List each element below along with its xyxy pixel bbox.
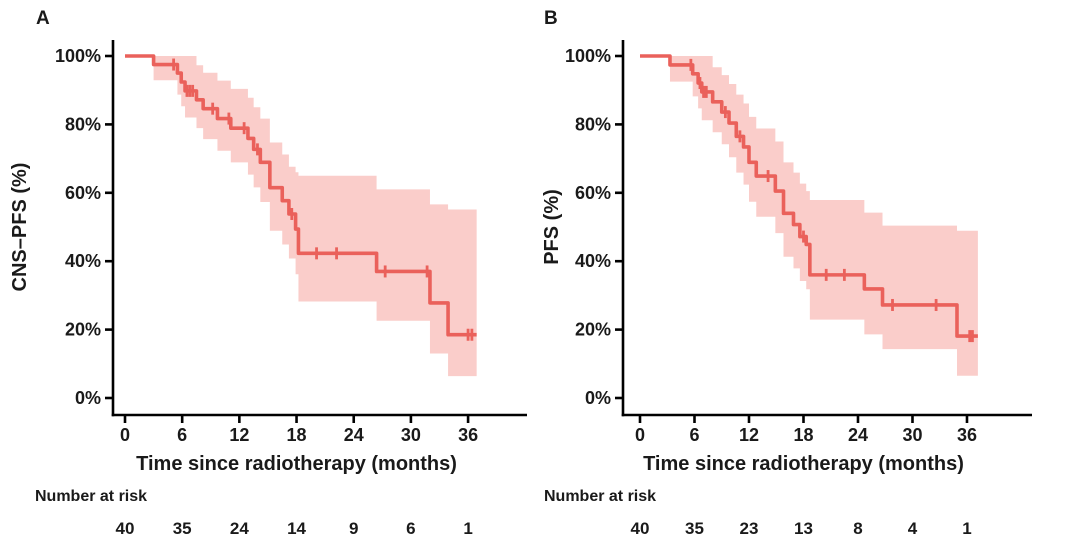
risk-table-label: Number at risk	[544, 488, 656, 505]
censor-marks	[689, 58, 974, 343]
y-tick-label: 40%	[65, 251, 101, 271]
risk-count: 23	[740, 519, 759, 538]
censor-marks	[172, 58, 474, 341]
x-tick-label: 36	[458, 425, 478, 445]
panel-label: A	[36, 8, 50, 29]
risk-count: 8	[853, 519, 862, 538]
x-tick-label: 12	[229, 425, 249, 445]
x-tick-label: 24	[344, 425, 364, 445]
risk-count: 1	[463, 519, 472, 538]
x-tick-label: 0	[635, 425, 645, 445]
risk-count: 4	[908, 519, 918, 538]
risk-count: 40	[631, 519, 650, 538]
risk-count: 14	[287, 519, 306, 538]
risk-count: 6	[406, 519, 415, 538]
y-axis-title: CNS–PFS (%)	[9, 163, 31, 292]
x-axis-title: Time since radiotherapy (months)	[136, 453, 457, 475]
risk-count: 35	[685, 519, 704, 538]
panel-b: 100% 80% 60% 40% 20% 0% 0 6 12 18 24 30 36 Time since…	[540, 0, 1080, 551]
x-tick-label: 18	[793, 425, 813, 445]
x-tick-label: 12	[739, 425, 759, 445]
risk-count: 9	[349, 519, 358, 538]
x-tick-label: 30	[401, 425, 421, 445]
y-tick-label: 60%	[65, 183, 101, 203]
risk-count: 40	[116, 519, 135, 538]
risk-count: 35	[173, 519, 192, 538]
y-tick-label: 0%	[75, 388, 101, 408]
x-tick-label: 6	[689, 425, 699, 445]
x-tick-label: 24	[848, 425, 868, 445]
x-axis-title: Time since radiotherapy (months)	[643, 453, 964, 475]
y-tick-label: 0%	[585, 388, 611, 408]
panel-label: B	[544, 8, 558, 29]
risk-count: 13	[794, 519, 813, 538]
x-tick-label: 6	[177, 425, 187, 445]
y-tick-label: 80%	[65, 114, 101, 134]
y-tick-label: 20%	[575, 320, 611, 340]
panel-a: 100% 80% 60% 40% 20% 0% 0 6 12 18 24 30 36 Time since…	[9, 8, 527, 538]
confidence-interval-band	[153, 56, 477, 377]
risk-count: 1	[962, 519, 971, 538]
y-tick-label: 20%	[65, 320, 101, 340]
x-tick-label: 36	[957, 425, 977, 445]
risk-count: 24	[230, 519, 249, 538]
risk-table-label: Number at risk	[35, 488, 147, 505]
y-tick-label: 100%	[55, 46, 101, 66]
y-axis-title: PFS (%)	[541, 189, 563, 265]
y-tick-label: 40%	[575, 251, 611, 271]
y-tick-label: 60%	[575, 183, 611, 203]
x-tick-label: 18	[287, 425, 307, 445]
y-tick-label: 100%	[565, 46, 611, 66]
x-tick-label: 30	[902, 425, 922, 445]
confidence-interval-band	[669, 56, 978, 376]
x-tick-label: 0	[120, 425, 130, 445]
y-tick-label: 80%	[575, 114, 611, 134]
